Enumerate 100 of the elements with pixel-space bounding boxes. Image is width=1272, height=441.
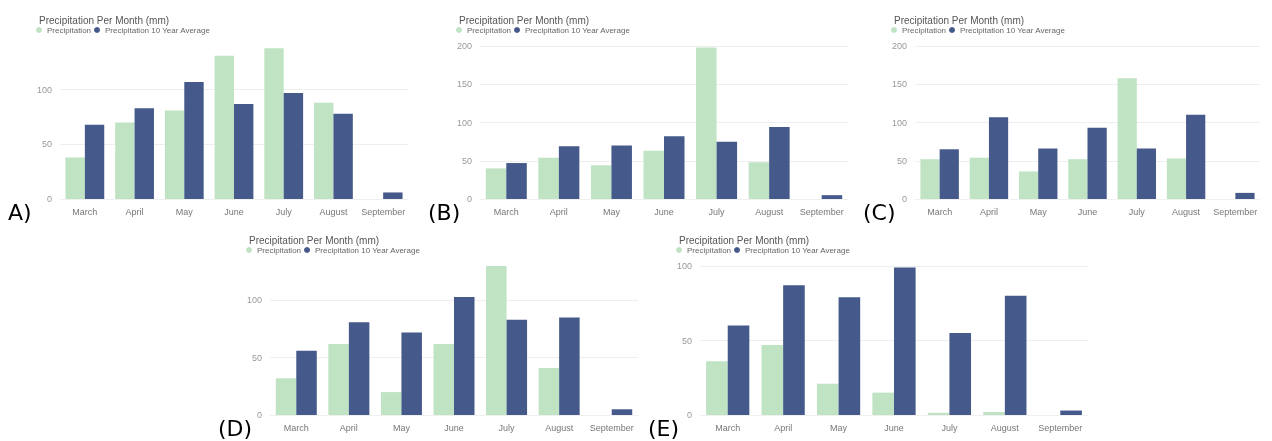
chart-title: Precipitation Per Month (mm): [459, 14, 590, 26]
bar: [1117, 78, 1137, 199]
x-tick-label: July: [275, 206, 293, 217]
bar: [296, 350, 317, 415]
bar: [383, 192, 403, 199]
bar: [611, 145, 632, 199]
x-tick-label: April: [125, 206, 144, 217]
bar: [328, 343, 349, 415]
text: (C): [863, 199, 896, 225]
x-tick-label: September: [1038, 422, 1083, 433]
bar: [783, 285, 805, 415]
x-tick-label: June: [654, 206, 674, 217]
x-tick-label: September: [799, 206, 844, 217]
text: (D): [218, 415, 253, 441]
bar: [214, 55, 234, 199]
y-tick-label: 150: [891, 79, 907, 90]
chart-title: Precipitation Per Month (mm): [249, 234, 380, 246]
legend-label: Precipitation 10 Year Average: [525, 25, 631, 35]
legend-label: Precipitation: [257, 245, 302, 255]
x-tick-label: July: [498, 422, 516, 433]
x-tick-label: July: [941, 422, 958, 433]
x-tick-label: August: [545, 422, 574, 433]
x-tick-label: March: [72, 206, 98, 217]
x-tick-label: March: [493, 206, 519, 217]
bar: [558, 146, 580, 199]
bar: [538, 157, 559, 199]
bar: [611, 409, 633, 415]
x-tick-label: September: [361, 206, 406, 217]
bar: [1136, 148, 1157, 199]
bar: [333, 113, 353, 199]
bar: [283, 92, 304, 199]
bar: [380, 392, 402, 415]
bar: [1166, 158, 1187, 199]
x-tick-label: May: [392, 422, 411, 433]
bar: [969, 157, 989, 199]
y-tick-label: 100: [36, 84, 52, 95]
x-tick-label: May: [1029, 206, 1048, 217]
text: A): [8, 199, 32, 225]
bar: [769, 127, 790, 199]
bar: [84, 124, 105, 199]
bar: [716, 141, 738, 199]
bar: [234, 103, 254, 199]
chart-title: Precipitation Per Month (mm): [39, 14, 170, 26]
bar: [115, 122, 135, 199]
bar: [1038, 148, 1058, 199]
chart-title: Precipitation Per Month (mm): [894, 14, 1025, 26]
bar: [761, 344, 784, 415]
bar: [1004, 295, 1027, 415]
y-tick-label: 50: [251, 352, 262, 363]
bar: [748, 162, 770, 199]
y-tick-label: 100: [456, 117, 472, 128]
x-tick-label: June: [444, 422, 464, 433]
x-tick-label: April: [774, 422, 793, 433]
bar: [506, 319, 528, 415]
x-tick-label: May: [175, 206, 194, 217]
legend-label: Precipitation 10 Year Average: [315, 245, 421, 255]
text: (B): [428, 199, 461, 225]
legend-label: Precipitation 10 Year Average: [960, 25, 1066, 35]
legend-label: Precipitation: [687, 245, 732, 255]
bar: [821, 195, 843, 199]
y-tick-label: 0: [46, 194, 52, 204]
legend-label: Precipitation: [902, 25, 947, 35]
y-tick-label: 50: [896, 155, 907, 166]
x-tick-label: April: [549, 206, 568, 217]
bar: [949, 333, 972, 415]
x-tick-label: August: [319, 206, 348, 217]
bar: [184, 82, 204, 199]
bar: [164, 110, 185, 199]
bar: [920, 159, 940, 199]
y-tick-label: 150: [456, 79, 472, 90]
bar: [816, 383, 839, 415]
y-tick-label: 200: [891, 41, 907, 51]
bar: [433, 343, 454, 415]
bar: [696, 47, 717, 199]
x-tick-label: June: [1077, 206, 1098, 217]
legend-label: Precipitation 10 Year Average: [745, 245, 851, 255]
legend-label: Precipitation 10 Year Average: [105, 25, 211, 35]
text: (E): [648, 415, 680, 441]
x-tick-label: August: [755, 206, 784, 217]
x-tick-label: July: [708, 206, 726, 217]
y-tick-label: 200: [456, 41, 472, 51]
bar: [134, 108, 154, 199]
bar: [872, 392, 894, 415]
x-tick-label: April: [339, 422, 358, 433]
x-tick-label: March: [283, 422, 309, 433]
y-tick-label: 0: [466, 194, 472, 204]
x-tick-label: June: [884, 422, 904, 433]
legend-label: Precipitation: [47, 25, 92, 35]
bar: [939, 149, 959, 199]
bar: [506, 163, 527, 199]
y-tick-label: 100: [676, 261, 692, 271]
bar: [559, 317, 580, 415]
bar: [643, 150, 664, 199]
x-tick-label: September: [589, 422, 634, 433]
chart-title: Precipitation Per Month (mm): [679, 234, 810, 246]
y-tick-label: 100: [891, 117, 907, 128]
x-tick-label: March: [927, 206, 953, 217]
bar: [65, 157, 85, 199]
y-tick-label: 0: [901, 194, 907, 204]
bar: [838, 297, 861, 415]
